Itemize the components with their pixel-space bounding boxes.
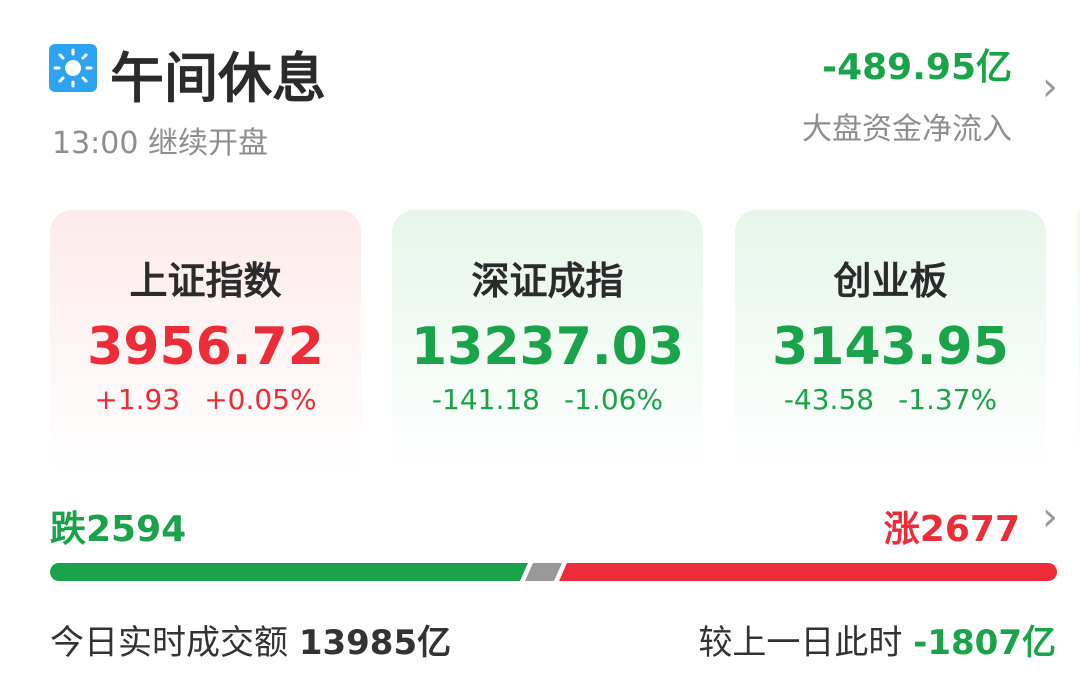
index-value: 3143.95 xyxy=(772,317,1009,377)
breadth-bar-rise xyxy=(559,563,1057,581)
index-name: 深证成指 xyxy=(471,259,624,303)
index-pct: +0.05% xyxy=(204,383,317,416)
breadth-bar-fall xyxy=(50,563,528,581)
chevron-right-icon[interactable]: › xyxy=(1042,494,1058,540)
index-change: -141.18 xyxy=(431,383,540,416)
fall-count: 跌2594 xyxy=(50,509,187,550)
sun-icon xyxy=(49,44,97,92)
market-status-title: 午间休息 xyxy=(110,47,326,110)
turnover-value: 13985亿 xyxy=(298,623,452,663)
net-flow-label[interactable]: 大盘资金净流入 xyxy=(802,112,1012,147)
index-pct: -1.06% xyxy=(564,383,664,416)
compare-label: 较上一日此时 xyxy=(698,623,903,663)
index-change: -43.58 xyxy=(783,383,875,416)
net-flow-value[interactable]: -489.95亿 xyxy=(822,47,1012,88)
turnover-label: 今日实时成交额 xyxy=(50,623,288,663)
index-change: +1.93 xyxy=(94,383,181,416)
index-value: 13237.03 xyxy=(410,317,685,377)
turnover-compare: 较上一日此时 -1807亿 xyxy=(698,615,1056,664)
index-card-partial[interactable] xyxy=(1077,210,1080,475)
index-name: 创业板 xyxy=(833,259,948,303)
breadth-bar-flat xyxy=(525,563,562,581)
market-status-subtitle: 13:00 继续开盘 xyxy=(52,126,268,161)
index-card-cyb[interactable]: 创业板 3143.95 -43.58 -1.37% xyxy=(735,210,1046,475)
rise-count[interactable]: 涨2677 xyxy=(883,509,1020,550)
compare-value: -1807亿 xyxy=(913,623,1056,663)
chevron-right-icon[interactable]: › xyxy=(1042,64,1058,110)
breadth-bar xyxy=(50,563,1057,581)
index-value: 3956.72 xyxy=(87,317,324,377)
turnover: 今日实时成交额 13985亿 xyxy=(50,615,451,664)
index-pct: -1.37% xyxy=(898,383,998,416)
index-card-sz[interactable]: 深证成指 13237.03 -141.18 -1.06% xyxy=(392,210,703,475)
index-name: 上证指数 xyxy=(129,259,282,303)
index-card-sh[interactable]: 上证指数 3956.72 +1.93 +0.05% xyxy=(50,210,361,475)
